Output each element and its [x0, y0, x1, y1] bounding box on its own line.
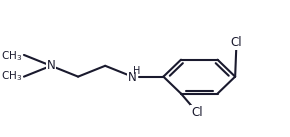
Text: Cl: Cl — [231, 36, 242, 48]
Text: CH$_3$: CH$_3$ — [1, 69, 23, 83]
Text: H: H — [133, 66, 141, 76]
Text: N: N — [47, 59, 55, 72]
Text: Cl: Cl — [191, 106, 203, 119]
Text: N: N — [128, 71, 137, 84]
Text: CH$_3$: CH$_3$ — [1, 49, 23, 62]
